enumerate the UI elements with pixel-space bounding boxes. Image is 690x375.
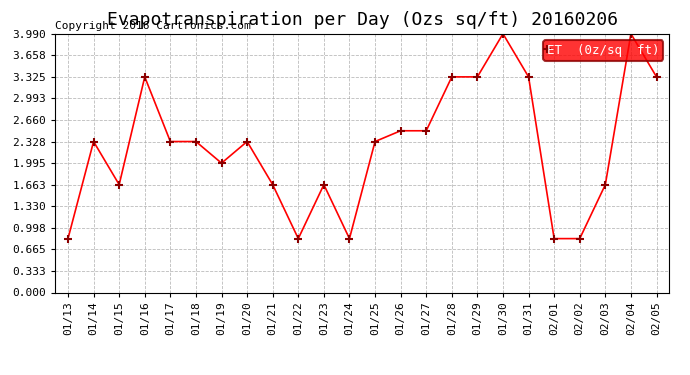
- ET  (0z/sq  ft): [627, 32, 635, 36]
- ET  (0z/sq  ft): [166, 139, 175, 144]
- Title: Evapotranspiration per Day (Ozs sq/ft) 20160206: Evapotranspiration per Day (Ozs sq/ft) 2…: [107, 11, 618, 29]
- ET  (0z/sq  ft): [371, 139, 380, 144]
- ET  (0z/sq  ft): [652, 75, 660, 79]
- ET  (0z/sq  ft): [448, 75, 456, 79]
- ET  (0z/sq  ft): [217, 161, 226, 165]
- ET  (0z/sq  ft): [294, 236, 302, 241]
- ET  (0z/sq  ft): [397, 129, 405, 133]
- ET  (0z/sq  ft): [473, 75, 482, 79]
- ET  (0z/sq  ft): [499, 32, 507, 36]
- ET  (0z/sq  ft): [64, 236, 72, 241]
- Legend: ET  (0z/sq  ft): ET (0z/sq ft): [543, 40, 663, 60]
- Line: ET  (0z/sq  ft): ET (0z/sq ft): [64, 30, 660, 243]
- ET  (0z/sq  ft): [422, 129, 431, 133]
- ET  (0z/sq  ft): [268, 182, 277, 187]
- ET  (0z/sq  ft): [243, 139, 251, 144]
- ET  (0z/sq  ft): [575, 236, 584, 241]
- ET  (0z/sq  ft): [141, 75, 149, 79]
- ET  (0z/sq  ft): [115, 182, 124, 187]
- ET  (0z/sq  ft): [550, 236, 558, 241]
- Text: Copyright 2016 Cartronics.com: Copyright 2016 Cartronics.com: [55, 21, 251, 31]
- ET  (0z/sq  ft): [345, 236, 353, 241]
- ET  (0z/sq  ft): [319, 182, 328, 187]
- ET  (0z/sq  ft): [90, 139, 98, 144]
- ET  (0z/sq  ft): [524, 75, 533, 79]
- ET  (0z/sq  ft): [601, 182, 609, 187]
- ET  (0z/sq  ft): [192, 139, 200, 144]
